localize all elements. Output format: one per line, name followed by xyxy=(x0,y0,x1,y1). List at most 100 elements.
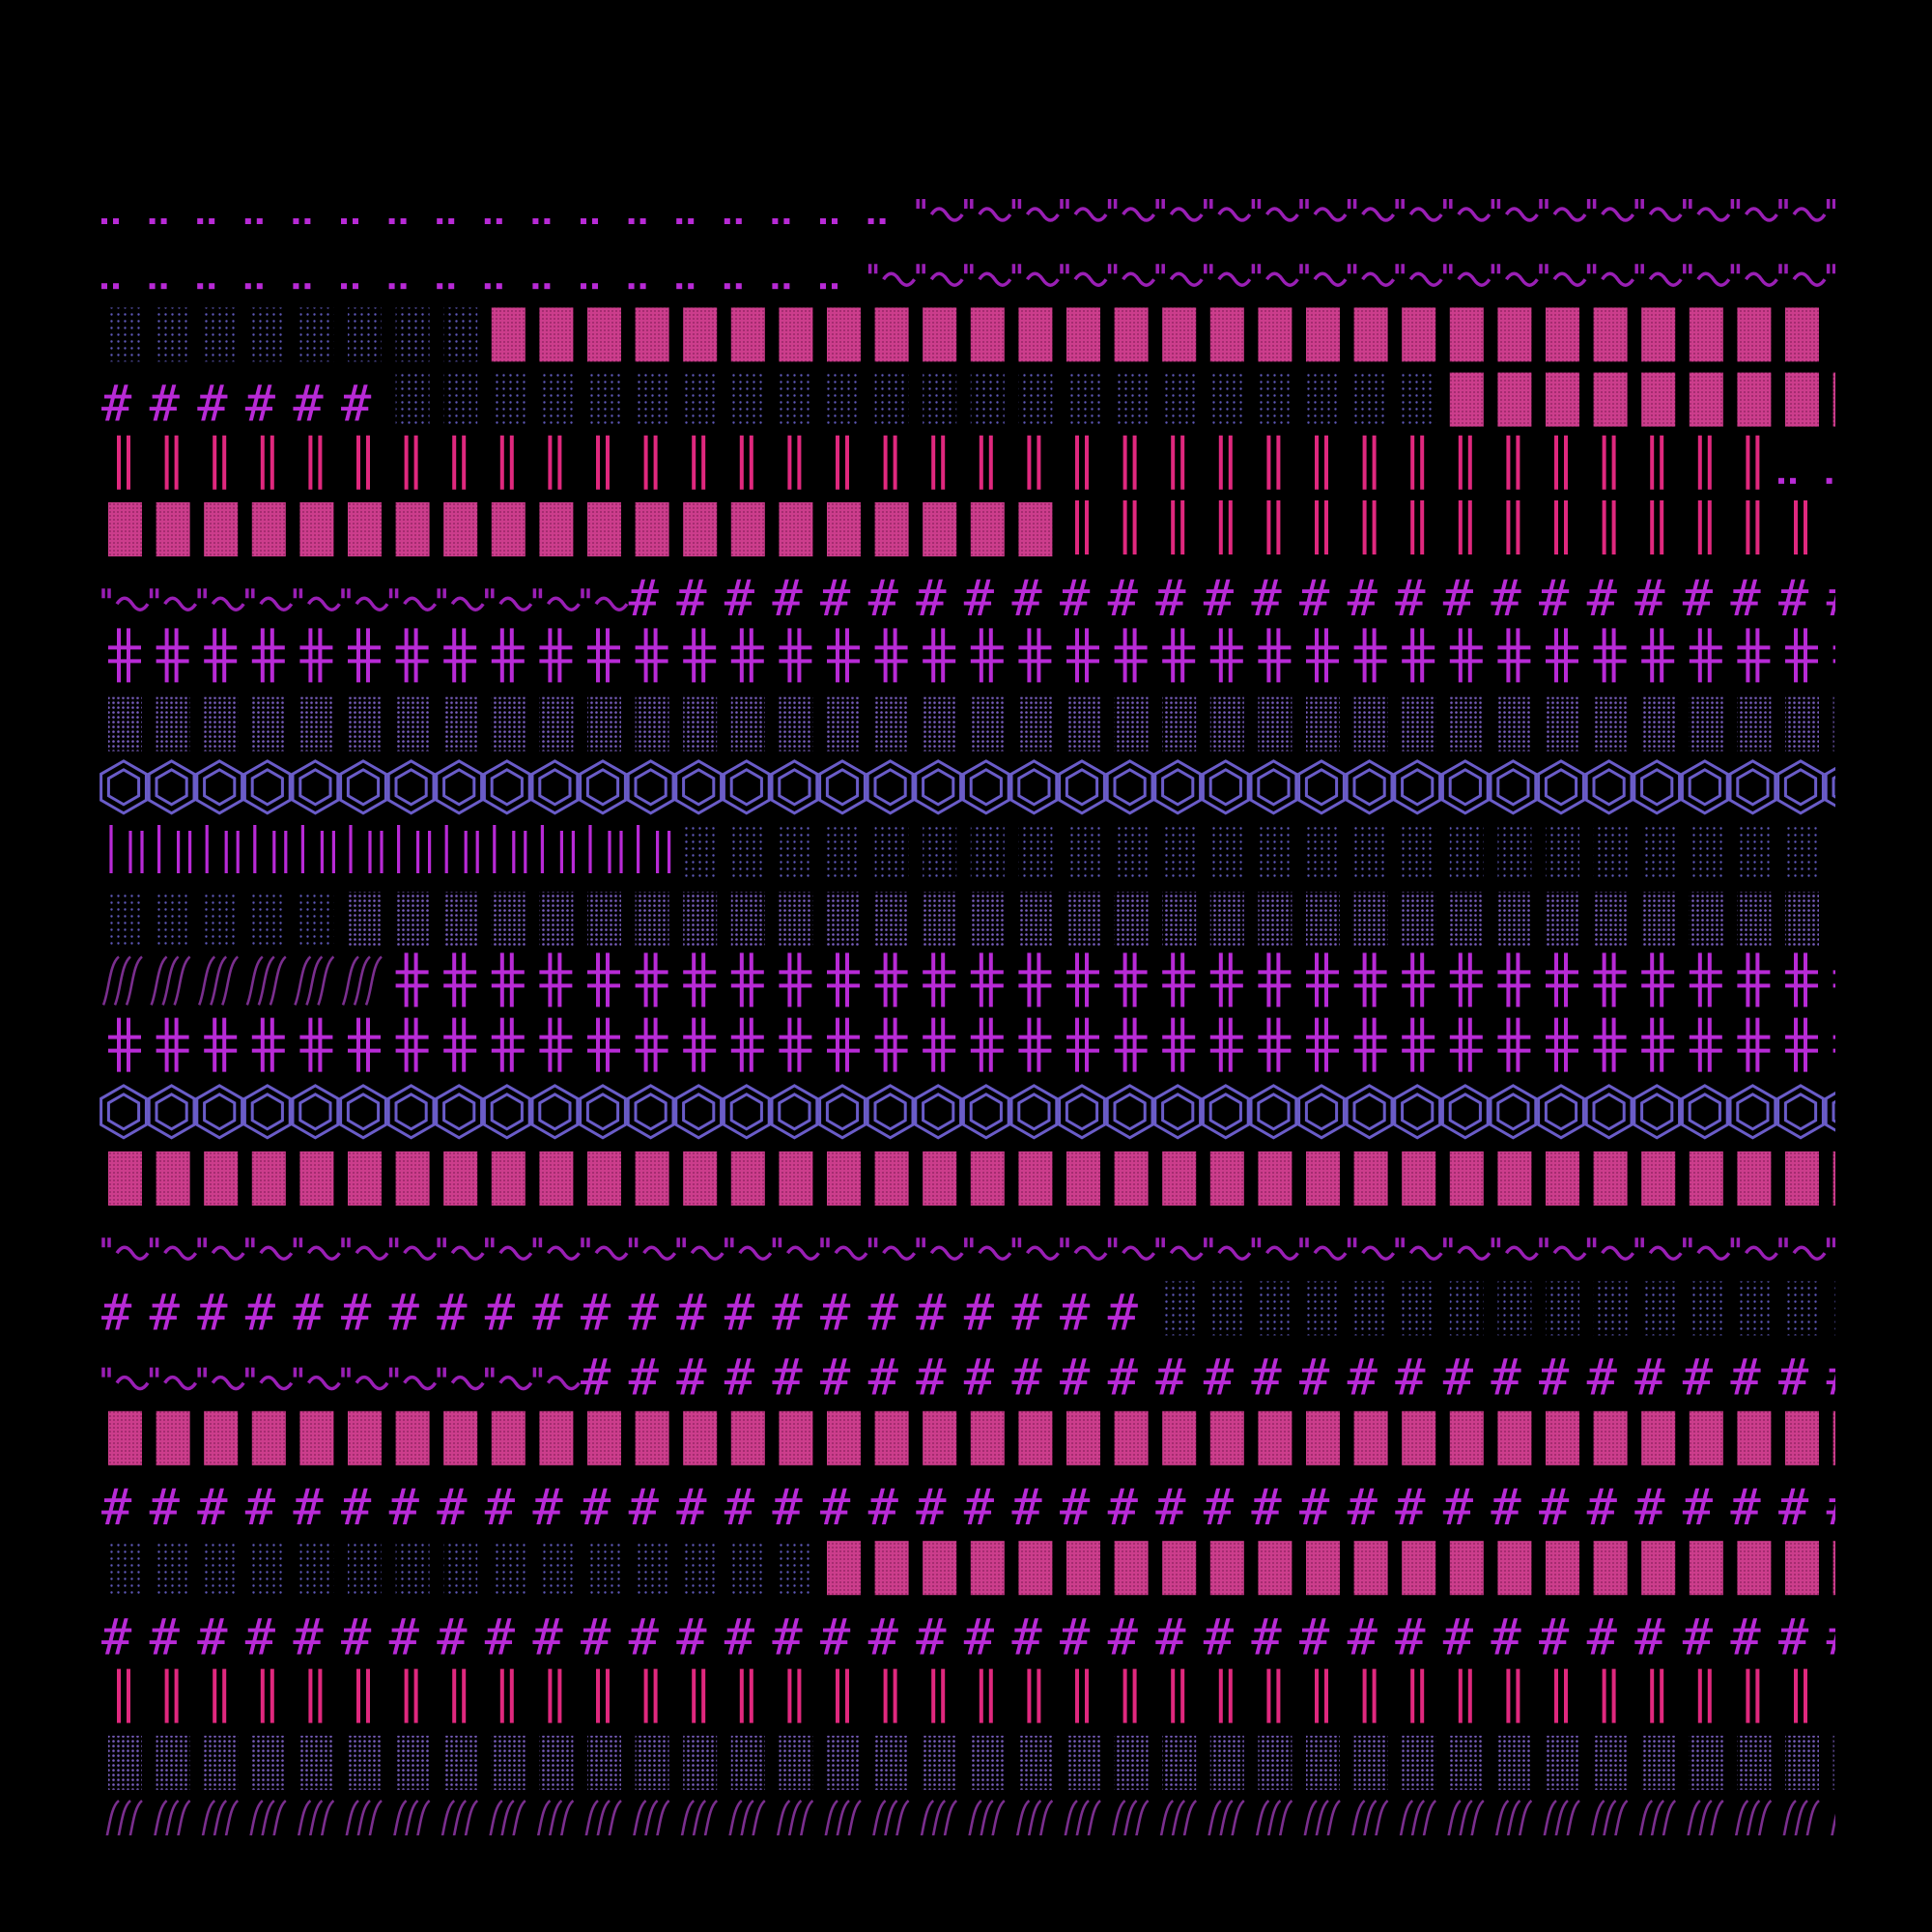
hash-glyph: # xyxy=(1011,1479,1042,1537)
dense-block-glyph xyxy=(1641,1410,1676,1465)
hash-glyph: # xyxy=(1778,1479,1809,1537)
svg-text:#: # xyxy=(1155,1608,1186,1666)
slash-script-glyph xyxy=(678,1865,717,1914)
tilde-wave-glyph xyxy=(485,1237,533,1261)
double-bar-glyph xyxy=(739,435,753,490)
tilde-wave-glyph xyxy=(1251,199,1299,222)
dense-block-glyph xyxy=(874,1151,909,1206)
sparse-dots-glyph xyxy=(1641,1281,1676,1336)
hash-glyph: # xyxy=(916,1284,947,1342)
medium-dots-glyph xyxy=(923,696,957,752)
cross-glyph xyxy=(1833,1035,1835,1053)
medium-dots-glyph xyxy=(1546,892,1579,947)
dense-block-glyph xyxy=(1402,307,1436,362)
tilde-wave-glyph xyxy=(245,588,294,611)
tilde-wave-glyph xyxy=(1347,199,1396,222)
cross-glyph xyxy=(923,952,956,1008)
slash-script-glyph xyxy=(1591,1799,1629,1835)
hexagon-chain-glyph xyxy=(1489,759,1538,815)
cross-glyph xyxy=(587,1017,620,1072)
double-bar-glyph xyxy=(1266,500,1281,554)
double-bar-glyph xyxy=(1410,1668,1425,1723)
svg-text:#: # xyxy=(1778,1608,1809,1666)
double-bar-glyph xyxy=(548,1668,562,1723)
medium-dots-glyph xyxy=(1593,696,1628,752)
svg-text:#: # xyxy=(1634,570,1665,628)
cross-glyph xyxy=(1737,1017,1771,1072)
dots-pair-glyph xyxy=(1826,477,1833,484)
double-bar-glyph xyxy=(1171,435,1185,490)
medium-dots-glyph xyxy=(779,1735,813,1790)
dots-pair-glyph xyxy=(676,218,695,224)
dense-block-glyph xyxy=(1641,372,1676,427)
hexagon-chain-glyph xyxy=(195,1084,244,1140)
hexagon-chain-glyph xyxy=(674,1084,724,1140)
medium-dots-glyph xyxy=(1066,892,1100,947)
glyph-row xyxy=(108,307,1819,362)
double-bar-glyph xyxy=(1218,500,1233,554)
hash-glyph: # xyxy=(1683,1479,1714,1537)
hash-glyph: # xyxy=(629,1350,660,1407)
glyph-row xyxy=(101,264,1835,290)
cross-glyph xyxy=(1162,1017,1196,1072)
tilde-wave-glyph xyxy=(293,588,341,611)
hash-glyph: # xyxy=(1443,1479,1474,1537)
medium-dots-glyph xyxy=(779,892,813,947)
tilde-wave-glyph xyxy=(1204,264,1252,287)
svg-text:#: # xyxy=(1587,1608,1618,1666)
medium-dots-glyph xyxy=(730,1735,765,1790)
slash-script-glyph xyxy=(1062,1865,1100,1914)
hash-glyph: # xyxy=(1730,1608,1761,1666)
tilde-wave-glyph xyxy=(1251,264,1299,287)
cross-glyph xyxy=(1258,952,1292,1008)
tilde-wave-glyph xyxy=(1155,199,1204,222)
dots-pair-glyph xyxy=(149,283,167,290)
medium-dots-glyph xyxy=(1353,892,1388,947)
dense-block-glyph xyxy=(1114,1410,1149,1465)
tilde-wave-glyph xyxy=(1586,264,1635,287)
hash-glyph: # xyxy=(101,1608,132,1666)
sparse-dots-glyph xyxy=(1353,372,1388,427)
medium-dots-glyph xyxy=(827,892,861,947)
svg-text:#: # xyxy=(1060,1350,1091,1407)
tilde-wave-glyph xyxy=(1826,1237,1835,1248)
sparse-dots-glyph xyxy=(683,827,718,881)
cross-glyph xyxy=(1209,952,1243,1008)
double-bar-glyph xyxy=(1075,1668,1089,1723)
tilde-wave-glyph xyxy=(101,1237,150,1261)
dots-pair-glyph xyxy=(244,283,263,290)
medium-dots-glyph xyxy=(874,696,909,752)
medium-dots-glyph xyxy=(1066,696,1100,752)
svg-text:#: # xyxy=(1251,1608,1282,1666)
slash-script-glyph xyxy=(1638,1799,1677,1835)
double-bar-glyph xyxy=(692,435,706,490)
slash-script-glyph xyxy=(1734,1799,1773,1835)
dense-block-glyph xyxy=(970,1151,1005,1206)
dense-block-glyph xyxy=(1689,307,1723,362)
svg-text:#: # xyxy=(1299,1479,1330,1537)
cross-glyph xyxy=(970,1017,1004,1072)
hash-glyph: # xyxy=(150,376,181,434)
hexagon-chain-glyph xyxy=(1393,1084,1442,1140)
svg-text:#: # xyxy=(724,1479,755,1537)
svg-text:#: # xyxy=(1443,570,1474,628)
double-bar-glyph xyxy=(931,435,946,490)
cross-glyph xyxy=(1258,628,1292,683)
tilde-wave-glyph xyxy=(1491,199,1539,222)
double-bar-glyph xyxy=(1218,435,1233,490)
svg-text:#: # xyxy=(868,570,899,628)
tilde-wave-glyph xyxy=(1204,199,1252,222)
svg-text:#: # xyxy=(820,1284,851,1342)
slash-script-glyph xyxy=(1157,1865,1196,1914)
svg-text:#: # xyxy=(1108,1350,1139,1407)
hash-glyph: # xyxy=(197,376,228,434)
dense-block-glyph xyxy=(491,1151,526,1206)
hash-glyph: # xyxy=(916,1350,947,1407)
glyph-row: # # # # # # # # # # # # # # # # # # # # # # # # # # # # # # # # # # # # # xyxy=(101,1608,1835,1666)
double-bar-glyph xyxy=(1602,500,1616,554)
glyph-row xyxy=(108,1151,1835,1206)
tilde-wave-glyph xyxy=(1395,1237,1443,1261)
hash-glyph: # xyxy=(772,1284,803,1342)
svg-text:#: # xyxy=(293,1608,324,1666)
medium-dots-glyph xyxy=(1833,1735,1835,1790)
